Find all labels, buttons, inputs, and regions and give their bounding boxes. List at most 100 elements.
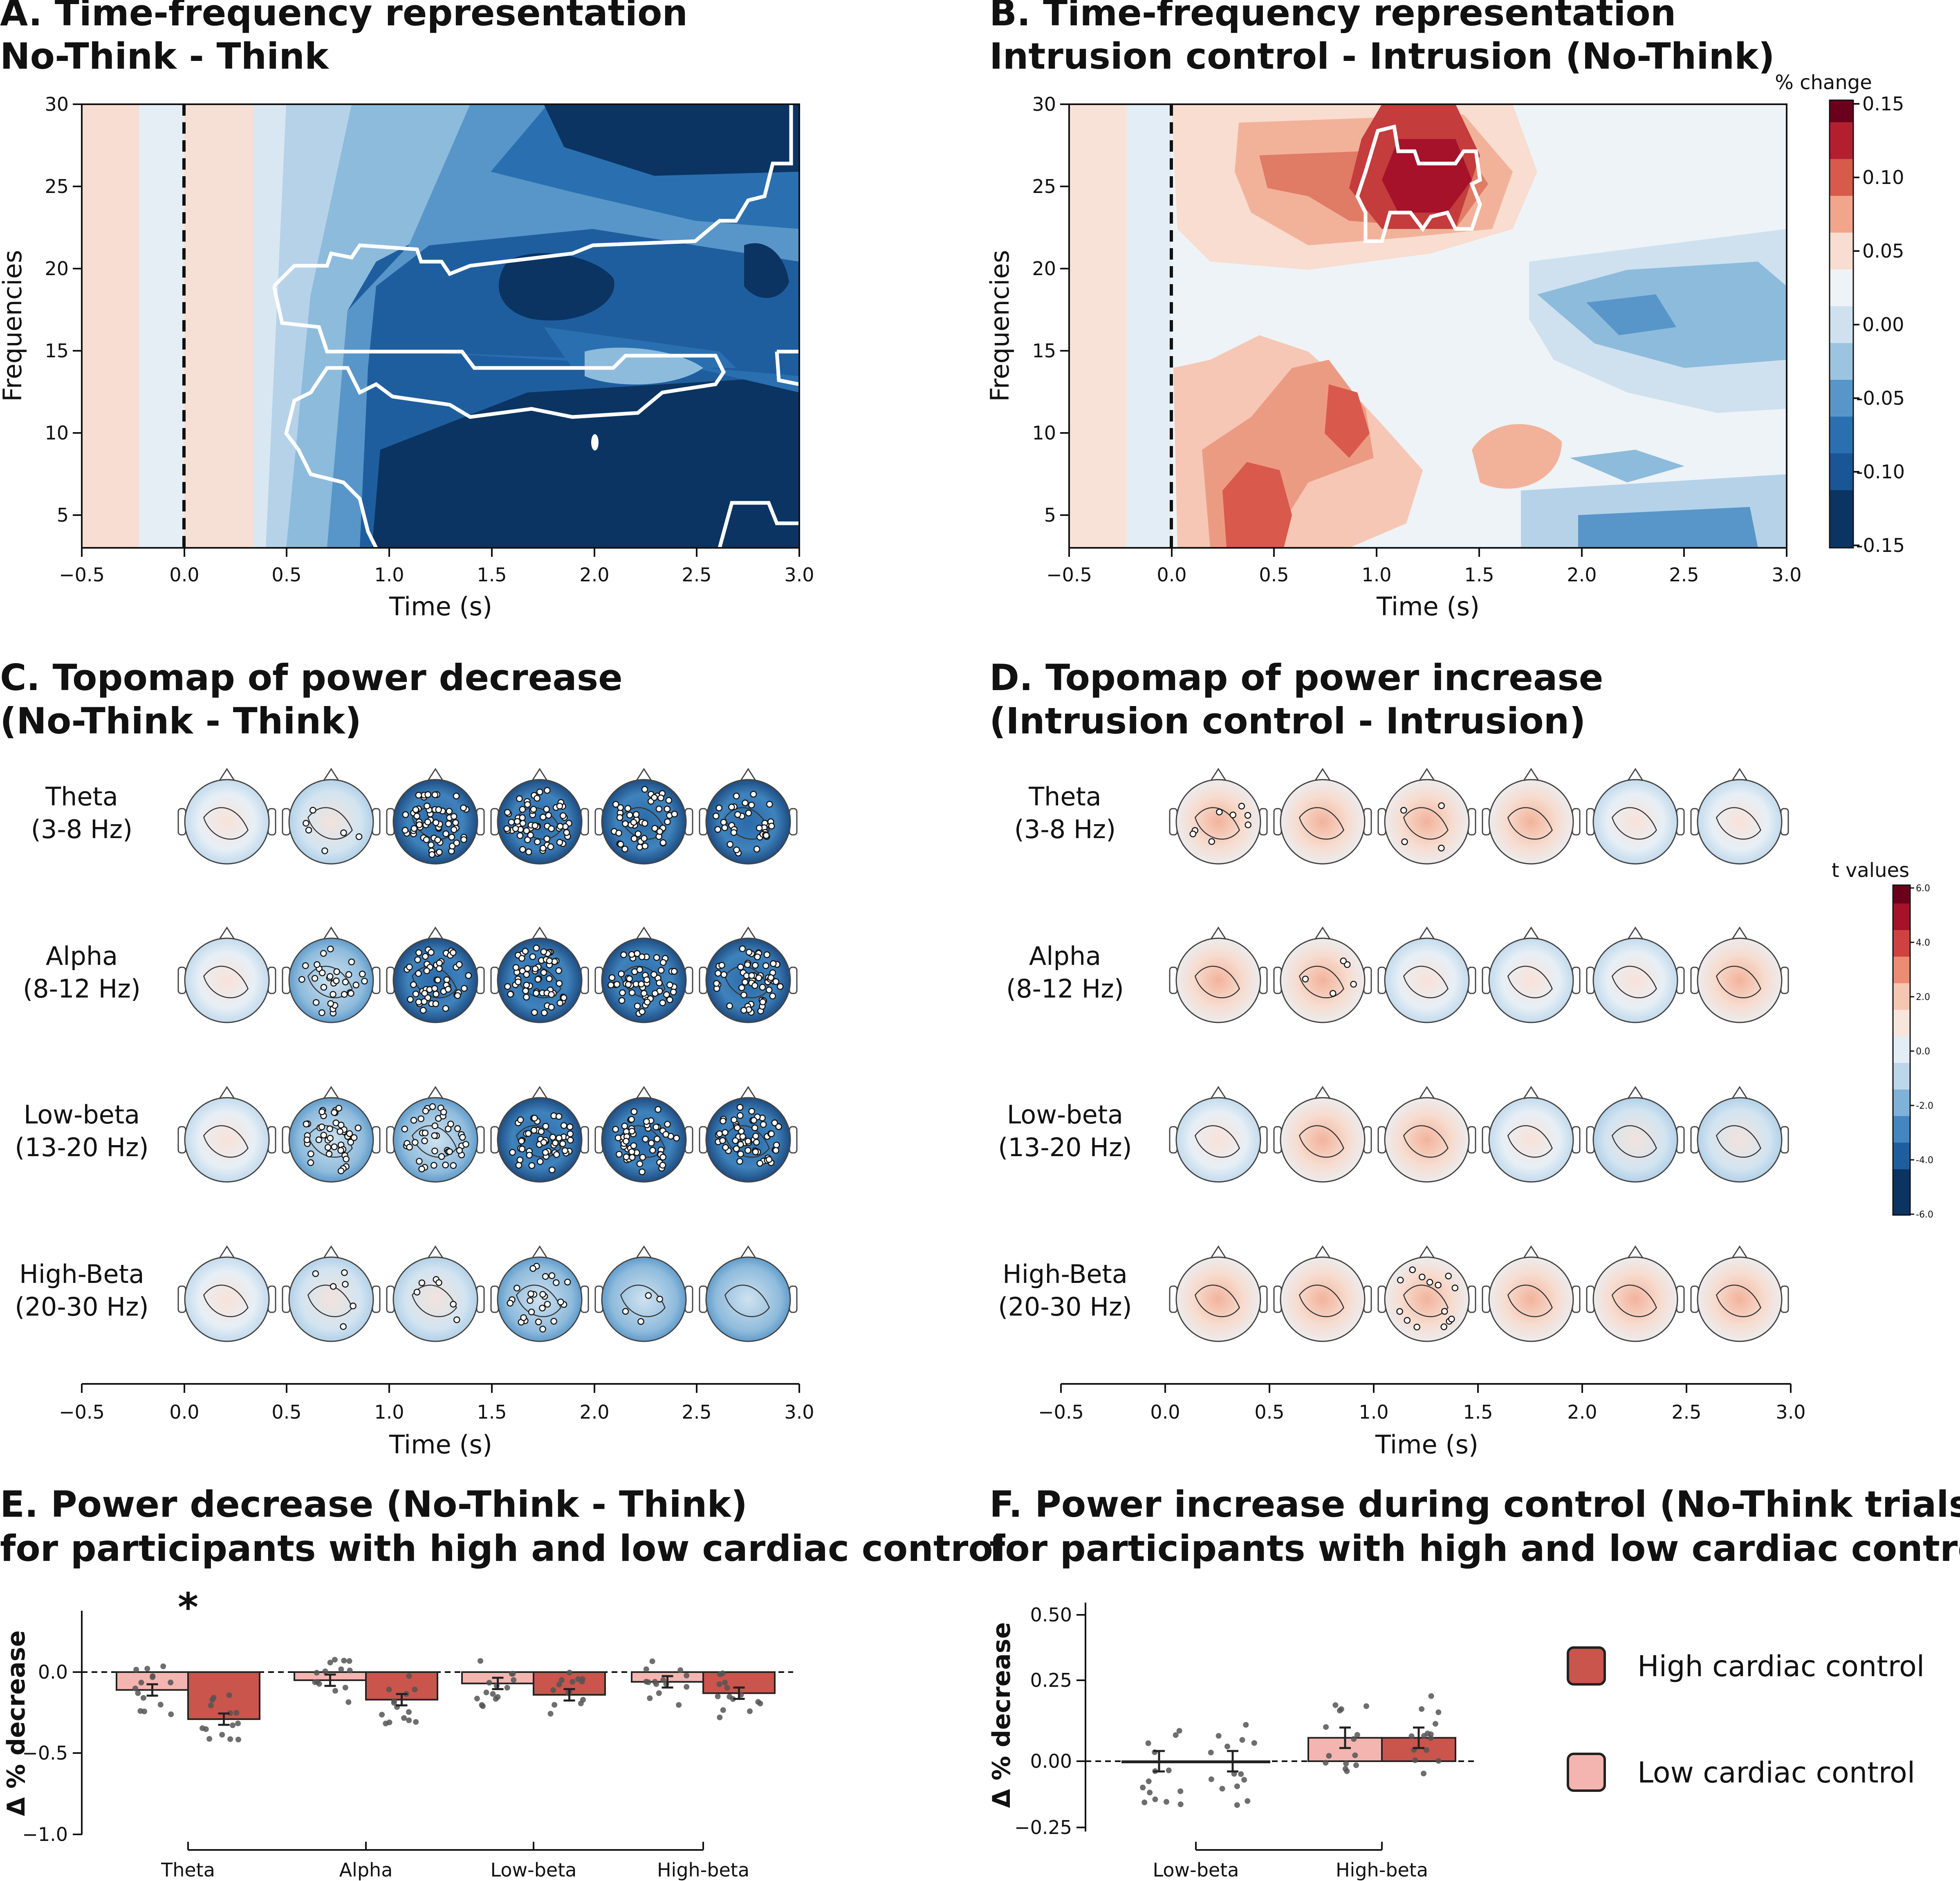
significant-electrode: [559, 812, 567, 819]
significant-electrode: [665, 797, 673, 804]
significant-electrode: [503, 825, 511, 832]
significant-electrode: [516, 832, 524, 839]
significant-electrode: [737, 1150, 744, 1157]
topomap: [1482, 926, 1581, 1023]
nose-shape: [636, 1086, 652, 1099]
participant-point: [649, 1658, 655, 1664]
significant-electrode: [508, 818, 515, 826]
participant-point: [1412, 1757, 1418, 1763]
contour-line: [411, 1125, 457, 1158]
significant-electrode: [526, 1152, 533, 1159]
significant-electrode: [621, 1123, 628, 1130]
significant-electrode: [529, 953, 536, 960]
band-name: Alpha: [1029, 941, 1101, 971]
significant-electrode: [303, 1136, 311, 1143]
significant-electrode: [564, 1278, 571, 1286]
participant-point: [346, 1658, 352, 1664]
contour-line: [1507, 807, 1553, 840]
nose-shape: [427, 926, 444, 939]
topomap: [490, 926, 589, 1023]
significant-electrode: [453, 1316, 460, 1323]
t-colorbar-tick: 4.0: [1916, 938, 1930, 948]
significant-electrode: [515, 1162, 523, 1169]
panel-c-title-line2: (No-Think - Think): [0, 700, 361, 742]
significant-electrode: [664, 805, 671, 813]
participant-point: [1224, 1743, 1230, 1749]
significant-electrode: [620, 951, 627, 958]
participant-point: [717, 1671, 723, 1677]
significant-electrode: [715, 805, 723, 812]
scalp-map: [392, 1097, 478, 1183]
participant-point: [1147, 1789, 1153, 1796]
significant-electrode: [651, 794, 658, 801]
topomap: [699, 926, 798, 1023]
significant-electrode: [531, 822, 538, 829]
y-tick-label: −0.5: [22, 1742, 68, 1764]
scalp-map: [1488, 1097, 1574, 1183]
participant-point: [230, 1722, 236, 1729]
significant-electrode: [628, 1128, 635, 1135]
participant-point: [558, 1677, 565, 1683]
panel-e-title-line2: for participants with high and low cardi…: [0, 1527, 1005, 1569]
significant-electrode: [433, 819, 440, 826]
significant-electrode: [520, 1314, 527, 1321]
participant-point: [342, 1684, 348, 1690]
panel-e-bars: [116, 1657, 776, 1743]
panel-b: B. Time-frequency representation Intrusi…: [985, 0, 1905, 621]
significant-electrode: [514, 1285, 520, 1292]
participant-point: [570, 1679, 576, 1685]
significant-electrode: [507, 1300, 514, 1307]
x-tick-label: 2.5: [1669, 564, 1699, 586]
significant-electrode: [407, 996, 414, 1003]
y-tick-label: 30: [1032, 93, 1056, 115]
x-tick-label: 0.0: [1150, 1401, 1180, 1423]
topomap: [699, 1086, 798, 1183]
significant-electrode: [664, 1121, 671, 1128]
significant-electrode: [720, 819, 727, 826]
panel-c-topomaps: [177, 768, 798, 1342]
significant-electrode: [523, 982, 530, 989]
significant-electrode: [650, 971, 657, 978]
t-colorbar-tick: 6.0: [1916, 883, 1930, 894]
significant-electrode: [539, 1305, 546, 1312]
significant-electrode: [766, 800, 773, 808]
significant-electrode: [540, 969, 547, 976]
contour-line: [1716, 1285, 1761, 1317]
participant-point: [1177, 1788, 1184, 1794]
significant-electrode: [413, 1289, 421, 1296]
significant-electrode: [436, 965, 443, 972]
significant-electrode: [514, 818, 521, 825]
participant-point: [208, 1702, 214, 1708]
significant-electrode: [415, 998, 422, 1006]
participant-point: [226, 1692, 232, 1698]
significant-electrode: [454, 992, 461, 999]
scalp-map: [392, 1256, 478, 1342]
significant-electrode: [539, 845, 547, 852]
x-tick-label: Low-beta: [491, 1859, 577, 1881]
significant-electrode: [462, 1141, 469, 1148]
significant-electrode: [326, 973, 334, 980]
nose-shape: [1314, 1245, 1331, 1258]
y-tick-label: 15: [45, 340, 69, 362]
significant-electrode: [767, 974, 774, 981]
topomap: [699, 768, 798, 865]
significant-electrode: [452, 819, 459, 826]
participant-point: [755, 1699, 761, 1705]
significant-electrode: [656, 828, 663, 835]
panel-c: C. Topomap of power decrease (No-Think -…: [0, 657, 798, 1342]
significant-electrode: [541, 1009, 548, 1016]
participant-point: [1421, 1733, 1427, 1739]
participant-point: [1245, 1798, 1251, 1804]
significant-electrode: [777, 983, 784, 990]
x-tick-marks: [1060, 1384, 1792, 1393]
topomap: [1169, 768, 1268, 865]
significant-electrode: [745, 1147, 751, 1154]
participant-point: [490, 1691, 496, 1697]
x-tick-label: Alpha: [339, 1859, 393, 1881]
significant-electrode: [623, 1153, 630, 1160]
contour-line: [1611, 966, 1657, 998]
significant-electrode: [1302, 975, 1309, 983]
significant-electrode: [504, 983, 511, 990]
significant-electrode: [540, 948, 547, 955]
significant-electrode: [515, 978, 522, 985]
